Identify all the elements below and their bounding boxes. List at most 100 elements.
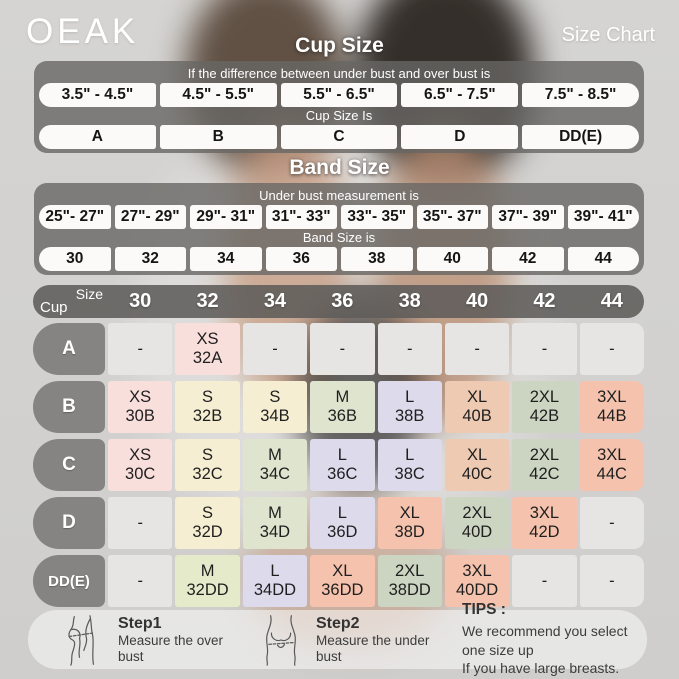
cup-value-cell: D: [401, 125, 519, 149]
matrix-cell: S 34B: [242, 381, 308, 433]
cup-value-cell: A: [39, 125, 156, 149]
matrix-row-a: A - XS 32A - - - - - -: [33, 323, 644, 375]
cup-range-cell: 3.5" - 4.5": [39, 83, 156, 107]
cup-row-label: D: [33, 497, 105, 549]
matrix-cell: -: [108, 555, 173, 607]
matrix-column-header: 40: [465, 290, 489, 312]
matrix-cell: -: [444, 323, 510, 375]
matrix-cell: -: [579, 497, 644, 549]
matrix-cell: XL 40B: [444, 381, 510, 433]
matrix-cell: 2XL 42B: [512, 381, 577, 433]
matrix-cell: -: [108, 323, 173, 375]
matrix-column-header: 44: [600, 290, 623, 312]
measure-instructions-bar: Step1 Measure the over bust Step2 Measur…: [28, 601, 647, 676]
matrix-column-header: 30: [129, 290, 152, 312]
matrix-row-d: D - S 32D M 34D L 36D XL 38D 2XL 40D 3XL 42D -: [33, 497, 644, 549]
matrix-column-header: 32: [196, 290, 219, 312]
band-value-cell: 34: [190, 247, 262, 271]
matrix-cell: -: [512, 555, 577, 607]
matrix-cell: -: [579, 555, 644, 607]
cup-row-label: B: [33, 381, 105, 433]
matrix-cell: L 38C: [377, 439, 442, 491]
matrix-cell: L 34DD: [242, 555, 308, 607]
band-value-row: 30 32 34 36 38 40 42 44: [39, 247, 639, 271]
band-range-cell: 39"- 41": [567, 205, 639, 229]
matrix-row-dd: DD(E) - M 32DD L 34DD XL 36DD 2XL 38DD 3XL 40…: [33, 555, 644, 607]
matrix-cell: M 36B: [310, 381, 375, 433]
matrix-column-header: 42: [533, 290, 556, 312]
matrix-cell: 2XL 40D: [444, 497, 510, 549]
step1-title: Step1: [118, 614, 162, 632]
matrix-row-b: B XS 30B S 32B S 34B M 36B L 38B XL 40B 2XL 42B…: [33, 381, 644, 433]
cup-row-label: A: [33, 323, 105, 375]
matrix-cell: 2XL 42C: [512, 439, 577, 491]
band-size-title: Band Size: [289, 156, 390, 179]
cup-size-title: Cup Size: [295, 34, 384, 57]
cup-size-result-label: Cup Size Is: [305, 108, 373, 123]
matrix-cell: M 34C: [242, 439, 308, 491]
band-value-cell: 40: [416, 247, 488, 271]
matrix-column-header: 38: [398, 290, 421, 312]
corner-cup-label: Cup: [40, 299, 68, 316]
matrix-cell: M 34D: [242, 497, 308, 549]
matrix-cell: XL 38D: [377, 497, 442, 549]
matrix-cell: XL 40C: [444, 439, 510, 491]
matrix-cell: XS 30C: [108, 439, 173, 491]
matrix-cell: 3XL 40DD: [444, 555, 510, 607]
brand-logo: OEAK: [26, 12, 140, 51]
matrix-corner: Size Cup: [33, 285, 105, 318]
step1-block: Step1 Measure the over bust: [118, 615, 236, 664]
band-size-panel: Under bust measurement is 25"- 27" 27"- …: [34, 183, 644, 275]
matrix-cell: -: [310, 323, 375, 375]
cup-value-cell: B: [159, 125, 277, 149]
band-range-cell: 27"- 29": [114, 205, 186, 229]
step2-block: Step2 Measure the under bust: [316, 615, 434, 664]
step1-desc: Measure the over bust: [118, 632, 224, 664]
step2-desc: Measure the under bust: [316, 632, 430, 664]
band-range-row: 25"- 27" 27"- 29" 29"- 31" 31"- 33" 33"-…: [39, 205, 639, 229]
band-size-condition-label: Under bust measurement is: [259, 188, 419, 203]
band-value-cell: 30: [39, 247, 111, 271]
matrix-cell: -: [512, 323, 577, 375]
cup-size-panel: If the difference between under bust and…: [34, 61, 644, 153]
cup-row-label: C: [33, 439, 105, 491]
band-range-cell: 31"- 33": [265, 205, 337, 229]
matrix-cell: L 38B: [377, 381, 442, 433]
matrix-cell: -: [377, 323, 442, 375]
matrix-cell: -: [108, 497, 173, 549]
matrix-cell: -: [579, 323, 644, 375]
band-range-cell: 25"- 27": [39, 205, 111, 229]
matrix-cell: 2XL 38DD: [377, 555, 442, 607]
cup-row-label: DD(E): [33, 555, 105, 607]
tips-block: TIPS : We recommend you select one size …: [462, 601, 637, 679]
cup-range-cell: 7.5" - 8.5": [522, 83, 639, 107]
band-value-cell: 44: [567, 247, 639, 271]
cup-value-row: A B C D DD(E): [39, 125, 639, 149]
matrix-cell: M 32DD: [175, 555, 240, 607]
tips-line-1: We recommend you select one size up: [462, 622, 628, 658]
step2-title: Step2: [316, 614, 360, 632]
band-value-cell: 36: [265, 247, 337, 271]
matrix-column-header: 36: [331, 290, 354, 312]
matrix-cell: L 36C: [310, 439, 375, 491]
matrix-cell: XS 30B: [108, 381, 173, 433]
corner-size-label: Size: [75, 286, 103, 302]
band-value-cell: 38: [341, 247, 413, 271]
cup-value-cell: DD(E): [522, 125, 639, 149]
matrix-cell: S 32C: [175, 439, 240, 491]
page-title: Size Chart: [561, 24, 655, 46]
band-range-cell: 35"- 37": [416, 205, 488, 229]
measure-under-bust-icon: [258, 614, 304, 666]
cup-range-cell: 6.5" - 7.5": [401, 83, 519, 107]
cup-range-cell: 4.5" - 5.5": [159, 83, 277, 107]
matrix-row-c: C XS 30C S 32C M 34C L 36C L 38C XL 40C 2XL 42C…: [33, 439, 644, 491]
band-value-cell: 42: [492, 247, 564, 271]
matrix-cell: 3XL 42D: [512, 497, 577, 549]
band-range-cell: 33"- 35": [341, 205, 413, 229]
matrix-cell: XS 32A: [175, 323, 240, 375]
cup-size-condition-label: If the difference between under bust and…: [187, 66, 491, 81]
band-range-cell: 37"- 39": [492, 205, 564, 229]
matrix-column-header: 34: [263, 290, 287, 312]
cup-range-row: 3.5" - 4.5" 4.5" - 5.5" 5.5" - 6.5" 6.5"…: [39, 83, 639, 107]
